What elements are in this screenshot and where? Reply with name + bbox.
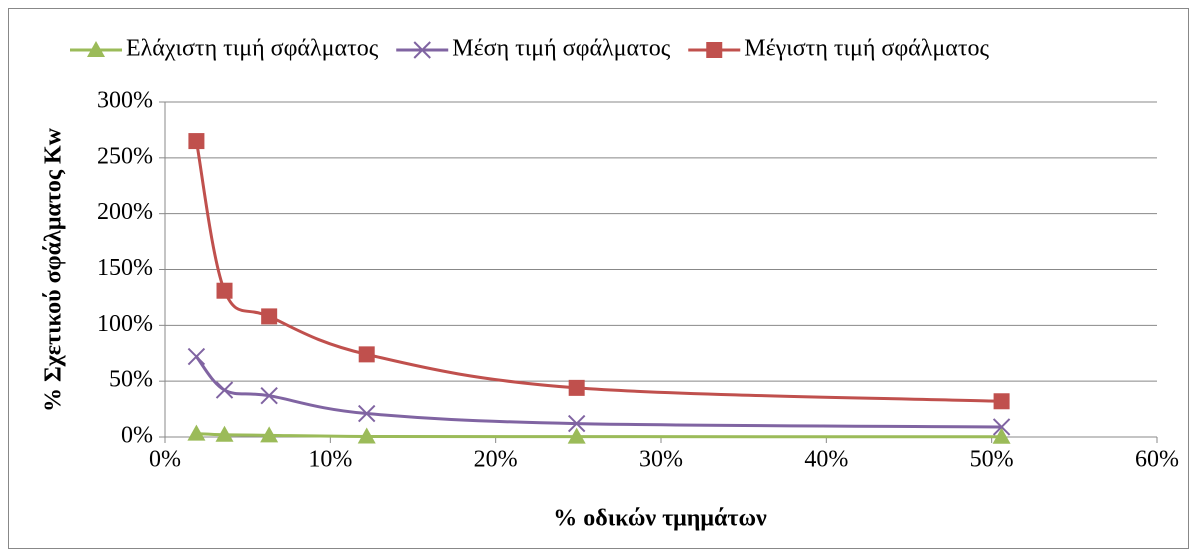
marker bbox=[357, 427, 376, 444]
marker bbox=[567, 427, 586, 444]
y-axis-label: % Σχετικού σφάλματος Kw bbox=[41, 127, 67, 412]
chart-frame bbox=[8, 8, 1189, 549]
y-tick-label: 300% bbox=[97, 88, 153, 114]
y-tick-label: 200% bbox=[97, 199, 153, 225]
x-tick-label: 10% bbox=[308, 447, 352, 473]
marker bbox=[216, 282, 233, 299]
marker bbox=[215, 381, 234, 399]
marker bbox=[187, 424, 206, 441]
marker bbox=[87, 41, 105, 57]
marker bbox=[260, 426, 279, 443]
x-tick-label: 0% bbox=[149, 447, 181, 473]
marker bbox=[358, 346, 375, 363]
x-tick-label: 30% bbox=[639, 447, 683, 473]
y-tick-label: 150% bbox=[97, 255, 153, 281]
x-tick-label: 40% bbox=[804, 447, 848, 473]
marker bbox=[260, 386, 278, 405]
y-tick-label: 50% bbox=[109, 367, 153, 393]
legend-label: Ελάχιστη τιμή σφάλματος bbox=[126, 36, 379, 62]
marker bbox=[992, 427, 1011, 444]
legend-label: Μέγιστη τιμή σφάλματος bbox=[744, 36, 989, 62]
y-tick-label: 250% bbox=[97, 143, 153, 169]
marker bbox=[188, 133, 205, 150]
marker bbox=[215, 425, 234, 442]
marker bbox=[261, 308, 278, 325]
marker bbox=[187, 347, 206, 366]
x-tick-label: 20% bbox=[474, 447, 518, 473]
marker bbox=[413, 41, 431, 59]
y-tick-label: 0% bbox=[121, 423, 153, 449]
marker bbox=[706, 42, 723, 58]
series-line bbox=[195, 355, 1002, 429]
marker bbox=[568, 379, 585, 396]
marker bbox=[993, 393, 1010, 410]
marker bbox=[357, 404, 376, 423]
x-tick-label: 50% bbox=[970, 447, 1014, 473]
x-axis-label: % οδικών τμημάτων bbox=[553, 506, 767, 532]
y-tick-label: 100% bbox=[97, 311, 153, 337]
legend-label: Μέση τιμή σφάλματος bbox=[452, 36, 671, 62]
marker bbox=[992, 418, 1011, 436]
marker bbox=[567, 414, 586, 433]
x-tick-label: 60% bbox=[1135, 447, 1179, 473]
